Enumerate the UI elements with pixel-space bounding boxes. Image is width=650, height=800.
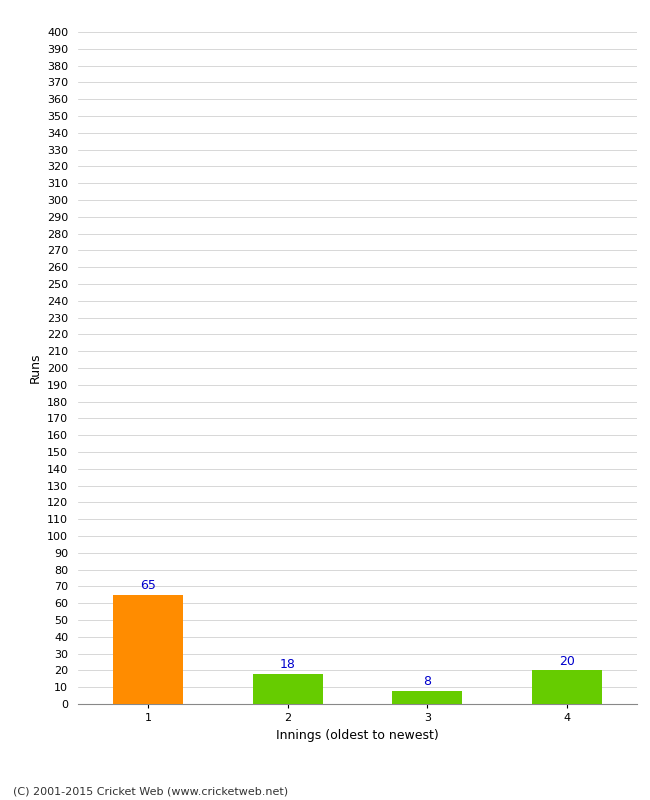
Text: 18: 18 [280,658,296,671]
Bar [253,674,322,704]
Bar [532,670,602,704]
Text: 8: 8 [423,675,432,688]
Bar [393,690,462,704]
Y-axis label: Runs: Runs [29,353,42,383]
Text: (C) 2001-2015 Cricket Web (www.cricketweb.net): (C) 2001-2015 Cricket Web (www.cricketwe… [13,786,288,796]
Text: 65: 65 [140,579,156,592]
Text: 20: 20 [559,655,575,668]
X-axis label: Innings (oldest to newest): Innings (oldest to newest) [276,729,439,742]
Bar [113,595,183,704]
